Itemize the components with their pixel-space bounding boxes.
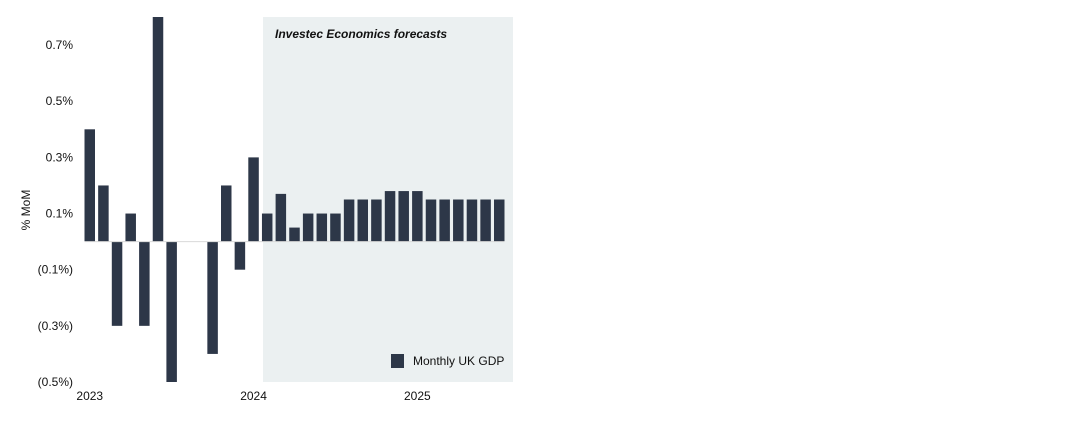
x-tick-label: 2024 (240, 389, 267, 403)
legend: Monthly UK GDP (391, 354, 504, 368)
bar (453, 199, 464, 242)
y-axis: 0.7% 0.5% 0.3% 0.1% (0.1%) (0.3%) (0.5%) (38, 38, 74, 389)
legend-label: Monthly UK GDP (413, 354, 504, 368)
bar (125, 213, 136, 242)
bar (275, 193, 287, 242)
bar (371, 199, 382, 242)
bar (357, 199, 368, 242)
bar (384, 191, 396, 242)
bar (343, 199, 355, 242)
forecast-label: Investec Economics forecasts (275, 27, 447, 41)
legend-swatch (391, 354, 404, 368)
bar (234, 241, 246, 270)
y-tick-label: 0.1% (46, 207, 74, 221)
y-tick-label: 0.3% (46, 150, 74, 164)
bar (412, 191, 423, 242)
bar (221, 185, 232, 242)
bar (439, 199, 450, 242)
bar (289, 227, 300, 242)
bar (139, 241, 150, 326)
y-tick-label: (0.3%) (38, 319, 73, 333)
x-tick-label: 2025 (404, 389, 431, 403)
bar (425, 199, 437, 242)
bar (207, 241, 218, 354)
bar (398, 191, 409, 242)
bar (316, 213, 328, 242)
y-tick-label: 0.5% (46, 94, 74, 108)
bar (261, 213, 273, 242)
y-tick-label: (0.1%) (38, 263, 73, 277)
bar (152, 17, 164, 242)
bars (84, 17, 505, 382)
bar (494, 199, 505, 242)
bar (248, 157, 259, 242)
bar (330, 213, 341, 242)
bar (480, 199, 491, 242)
y-tick-label: (0.5%) (38, 375, 73, 389)
bar (111, 241, 123, 326)
bar (302, 213, 314, 242)
y-axis-label: % MoM (19, 190, 33, 231)
bar (84, 129, 95, 242)
bar (98, 185, 109, 242)
y-tick-label: 0.7% (46, 38, 74, 52)
bar (466, 199, 478, 242)
bar (166, 241, 177, 382)
x-axis: 2023 2024 2025 (76, 389, 431, 403)
x-tick-label: 2023 (76, 389, 103, 403)
